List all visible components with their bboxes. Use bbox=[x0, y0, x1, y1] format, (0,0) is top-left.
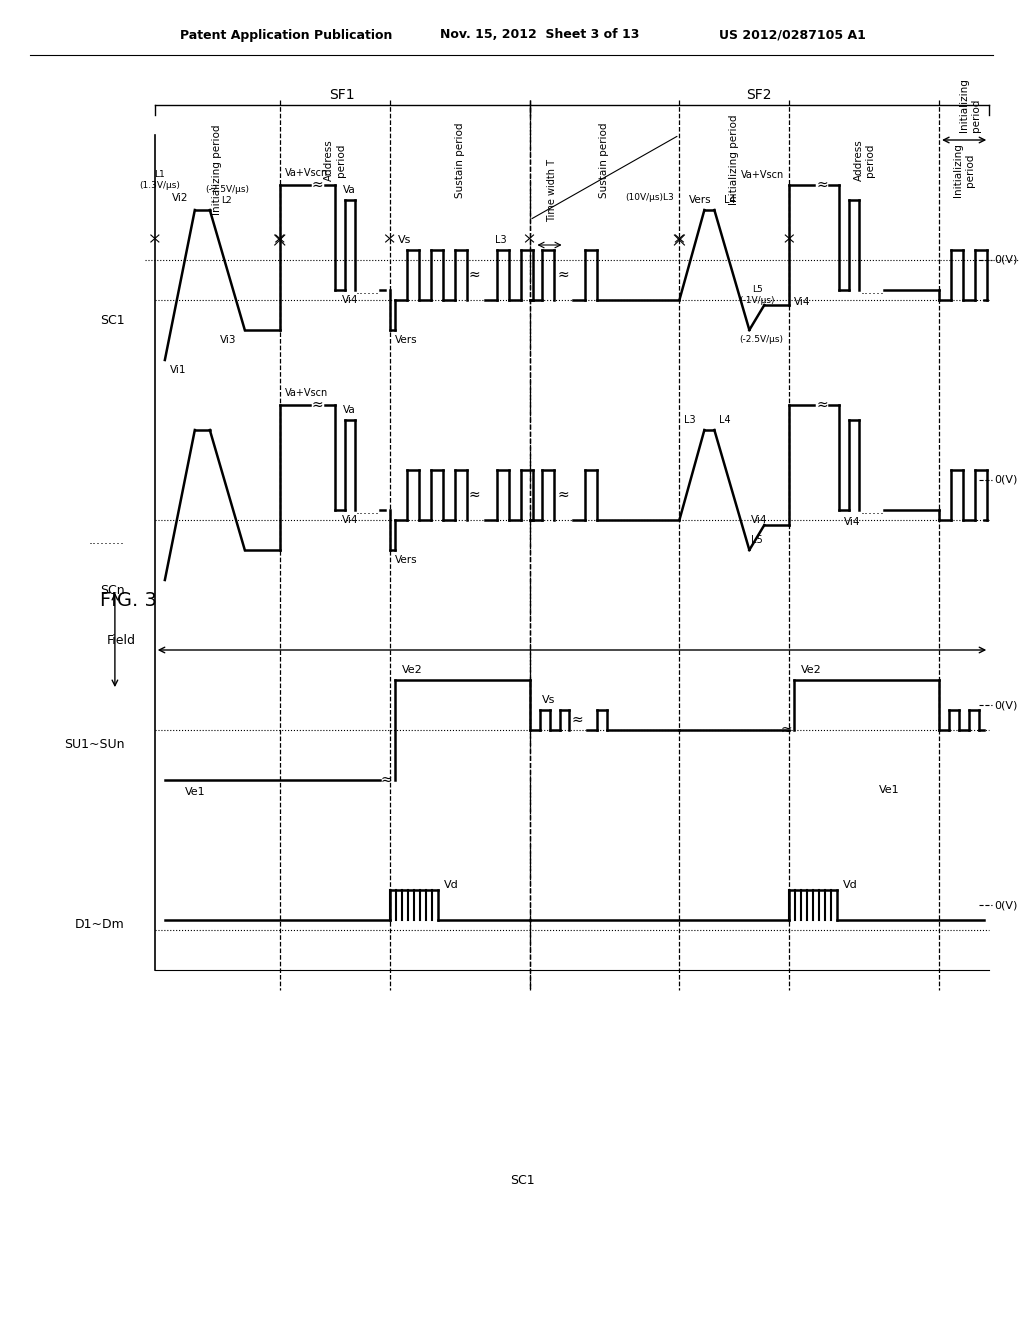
Text: Va: Va bbox=[343, 185, 356, 195]
Text: Ve2: Ve2 bbox=[401, 665, 422, 675]
Text: Address
period: Address period bbox=[853, 139, 876, 181]
Text: ≈: ≈ bbox=[816, 399, 828, 412]
Text: Initializing period: Initializing period bbox=[729, 115, 739, 205]
Text: ≈: ≈ bbox=[780, 723, 793, 737]
Text: Vd: Vd bbox=[843, 880, 858, 890]
Text: Vers: Vers bbox=[394, 554, 417, 565]
Text: Vers: Vers bbox=[689, 195, 712, 205]
Text: Nov. 15, 2012  Sheet 3 of 13: Nov. 15, 2012 Sheet 3 of 13 bbox=[439, 29, 639, 41]
Text: FIG. 3: FIG. 3 bbox=[100, 590, 157, 610]
Text: Ve1: Ve1 bbox=[880, 785, 900, 795]
Text: Initializing
period: Initializing period bbox=[953, 143, 975, 197]
Text: SCn: SCn bbox=[100, 583, 125, 597]
Text: 0(V): 0(V) bbox=[994, 475, 1018, 484]
Text: SU1~SUn: SU1~SUn bbox=[65, 738, 125, 751]
Text: Vers: Vers bbox=[394, 335, 417, 345]
Text: SC1: SC1 bbox=[510, 1173, 535, 1187]
Text: .........: ......... bbox=[89, 533, 125, 546]
Text: Vs: Vs bbox=[542, 696, 555, 705]
Text: ≈: ≈ bbox=[312, 399, 324, 412]
Text: Va+Vscn: Va+Vscn bbox=[285, 388, 328, 399]
Text: Vs: Vs bbox=[397, 235, 411, 246]
Text: ≈: ≈ bbox=[469, 488, 480, 502]
Text: ≈: ≈ bbox=[469, 268, 480, 282]
Text: Vd: Vd bbox=[443, 880, 459, 890]
Text: ......: ...... bbox=[355, 284, 380, 297]
Text: 0(V): 0(V) bbox=[994, 700, 1018, 710]
Text: ≈: ≈ bbox=[558, 268, 569, 282]
Text: L4: L4 bbox=[724, 195, 735, 205]
Text: Field: Field bbox=[106, 634, 136, 647]
Text: Time width T: Time width T bbox=[548, 158, 557, 222]
Text: Vi4: Vi4 bbox=[342, 294, 358, 305]
Text: ......: ...... bbox=[860, 284, 885, 297]
Text: Vi4: Vi4 bbox=[795, 297, 811, 308]
Text: ≈: ≈ bbox=[816, 178, 828, 191]
Text: SF1: SF1 bbox=[330, 88, 355, 102]
Text: 0(V): 0(V) bbox=[994, 255, 1018, 265]
Text: ≈: ≈ bbox=[558, 488, 569, 502]
Text: ......: ...... bbox=[860, 503, 885, 516]
Text: US 2012/0287105 A1: US 2012/0287105 A1 bbox=[720, 29, 866, 41]
Text: Sustain period: Sustain period bbox=[455, 123, 465, 198]
Text: (10V/μs)L3: (10V/μs)L3 bbox=[626, 194, 675, 202]
Text: Vi2: Vi2 bbox=[172, 193, 188, 203]
Text: Ve2: Ve2 bbox=[802, 665, 822, 675]
Text: Initializing
period: Initializing period bbox=[959, 78, 981, 132]
Text: ≈: ≈ bbox=[312, 178, 324, 191]
Text: 0(V): 0(V) bbox=[994, 900, 1018, 909]
Text: Ve1: Ve1 bbox=[185, 787, 206, 797]
Text: Va+Vscn: Va+Vscn bbox=[285, 168, 328, 178]
Text: L5
(-1V/μs): L5 (-1V/μs) bbox=[739, 285, 775, 305]
Text: Va+Vscn: Va+Vscn bbox=[741, 170, 784, 180]
Text: SC1: SC1 bbox=[100, 314, 125, 326]
Text: Va: Va bbox=[343, 405, 356, 414]
Text: Vi4: Vi4 bbox=[844, 517, 861, 527]
Text: Vi4: Vi4 bbox=[342, 515, 358, 525]
Text: Patent Application Publication: Patent Application Publication bbox=[180, 29, 392, 41]
Text: (-2.5V/μs)
L2: (-2.5V/μs) L2 bbox=[205, 185, 249, 205]
Text: L5: L5 bbox=[752, 535, 763, 545]
Text: Address
period: Address period bbox=[324, 139, 345, 181]
Text: ......: ...... bbox=[355, 503, 380, 516]
Text: Sustain period: Sustain period bbox=[599, 123, 609, 198]
Text: SF2: SF2 bbox=[746, 88, 772, 102]
Text: L1
(1.3V/μs): L1 (1.3V/μs) bbox=[139, 170, 180, 190]
Text: ≈: ≈ bbox=[381, 774, 392, 787]
Text: L3: L3 bbox=[684, 414, 695, 425]
Text: Initializing period: Initializing period bbox=[212, 125, 222, 215]
Text: (-2.5V/μs): (-2.5V/μs) bbox=[739, 335, 783, 345]
Text: Vi4: Vi4 bbox=[751, 515, 768, 525]
Text: D1~Dm: D1~Dm bbox=[75, 919, 125, 932]
Text: Vi1: Vi1 bbox=[170, 366, 186, 375]
Text: L3: L3 bbox=[495, 235, 506, 246]
Text: Vi3: Vi3 bbox=[220, 335, 237, 345]
Text: L4: L4 bbox=[719, 414, 730, 425]
Text: ≈: ≈ bbox=[571, 713, 584, 727]
